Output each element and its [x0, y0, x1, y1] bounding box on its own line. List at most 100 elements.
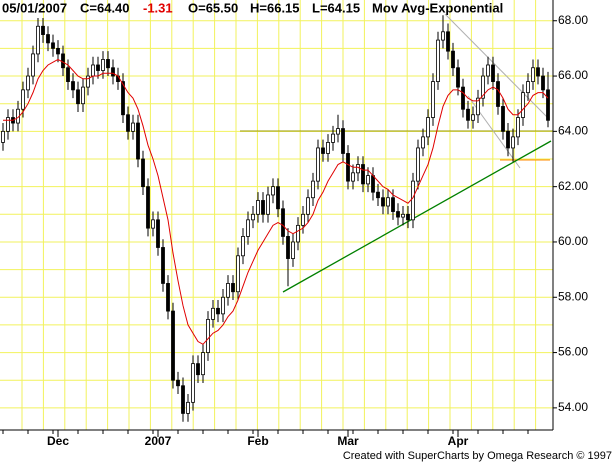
header-item: L=64.15 [312, 0, 360, 15]
candle-body [471, 114, 475, 121]
candle-body [231, 283, 235, 293]
candle-body [141, 158, 145, 188]
candle-body [396, 211, 400, 218]
candle-body [481, 75, 485, 99]
grid [0, 0, 553, 430]
candle-body [216, 307, 220, 315]
header-item: Mov Avg-Exponential [372, 0, 503, 15]
candle-body [256, 200, 260, 215]
candle-body [381, 197, 385, 207]
candle-body [6, 117, 10, 132]
candle-body [111, 67, 115, 77]
candle-body [391, 197, 395, 212]
channel-line [444, 13, 549, 119]
candle-body [276, 186, 280, 210]
candle-body [186, 401, 190, 414]
candle-body [451, 50, 455, 69]
x-tick-label: Feb [247, 434, 268, 448]
candle-body [226, 283, 230, 298]
candle-body [326, 142, 330, 154]
candle-body [161, 247, 165, 284]
candle-body [66, 67, 70, 82]
candle-body [436, 39, 440, 82]
candle-body [166, 283, 170, 312]
candle-body [401, 213, 405, 218]
candle-body [36, 25, 40, 55]
candle-body [376, 191, 380, 199]
candle-body [261, 200, 265, 215]
candle-body [446, 31, 450, 52]
candle-body [366, 175, 370, 185]
candle-body [496, 81, 500, 107]
candle-body [476, 97, 480, 116]
axes: 54.00 56.00 58.00 60.00 62.00 64.00 66.00 68.00… [0, 0, 588, 448]
y-tick-label: 68.00 [558, 13, 588, 27]
candle-body [506, 130, 510, 149]
candle-body [1, 130, 5, 143]
candle-body [546, 89, 550, 121]
candle-body [516, 117, 520, 138]
candle-body [151, 219, 155, 229]
candle-body [156, 219, 160, 248]
y-tick-label: 60.00 [558, 234, 588, 248]
candle-body [456, 67, 460, 88]
candle-body [131, 122, 135, 132]
candle-body [371, 175, 375, 193]
candle-body [316, 147, 320, 182]
candle-body [336, 128, 340, 135]
candles [1, 15, 550, 422]
candle-body [306, 197, 310, 215]
candle-body [301, 213, 305, 226]
candle-body [536, 67, 540, 77]
candle-body [541, 75, 545, 91]
candle-body [211, 307, 215, 320]
candle-body [411, 180, 415, 221]
candle-body [136, 122, 140, 160]
candle-body [61, 53, 65, 69]
x-tick-label: Dec [47, 434, 69, 448]
y-tick-label: 56.00 [558, 345, 588, 359]
trend-line [282, 140, 552, 293]
candle-body [91, 64, 95, 77]
candle-body [251, 213, 255, 221]
y-tick-label: 66.00 [558, 68, 588, 82]
candle-body [331, 133, 335, 143]
candle-body [286, 236, 290, 259]
candle-body [121, 81, 125, 116]
y-tick-label: 58.00 [558, 289, 588, 303]
candle-body [101, 59, 105, 71]
candle-body [81, 86, 85, 105]
candle-body [466, 108, 470, 121]
candle-body [386, 197, 390, 207]
candle-body [26, 75, 30, 91]
candle-body [356, 164, 360, 174]
y-tick-label: 54.00 [558, 400, 588, 414]
candle-body [521, 92, 525, 118]
candle-body [196, 363, 200, 376]
candle-body [31, 53, 35, 77]
candle-body [221, 296, 225, 315]
candle-body [426, 117, 430, 138]
x-tick-label: Mar [337, 434, 359, 448]
header: 05/01/2007 C=64.40 -1.31 O=65.50 H=66.15 L=64… [2, 0, 503, 15]
candle-body [461, 86, 465, 110]
candle-body [126, 114, 130, 132]
candle-body [441, 31, 445, 41]
candle-body [21, 89, 25, 110]
candle-body [526, 81, 530, 94]
candle-body [171, 310, 175, 381]
candle-body [146, 186, 150, 229]
candle-body [236, 255, 240, 293]
candle-body [266, 194, 270, 215]
candle-body [491, 64, 495, 82]
header-item: C=64.40 [80, 0, 130, 15]
candle-body [76, 89, 80, 105]
candle-body [281, 208, 285, 237]
credit: Created with SuperCharts by Omega Resear… [343, 450, 612, 462]
candle-body [46, 34, 50, 44]
candle-body [311, 180, 315, 199]
x-tick-label: Apr [448, 434, 469, 448]
candle-body [341, 128, 345, 154]
x-tick-label: 2007 [145, 434, 172, 448]
